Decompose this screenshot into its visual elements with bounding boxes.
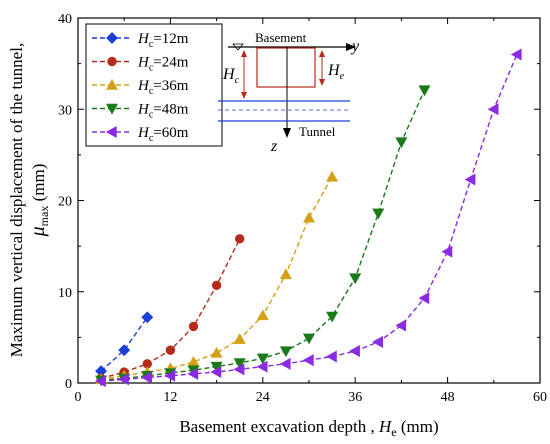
x-tick-label: 12 — [163, 390, 177, 405]
data-point — [302, 211, 316, 223]
series-2 — [96, 234, 245, 384]
x-tick-label: 0 — [75, 390, 82, 405]
data-point — [210, 366, 222, 379]
series-layer — [94, 48, 522, 388]
y-tick-label: 0 — [65, 377, 72, 392]
legend-item: Hc=36m — [92, 78, 189, 97]
data-point — [233, 363, 245, 376]
x-tick-label: 24 — [256, 390, 270, 405]
data-point — [349, 273, 362, 285]
data-point — [165, 345, 176, 355]
data-point — [302, 333, 316, 345]
data-point — [326, 311, 339, 323]
data-point — [164, 369, 176, 382]
legend-marker — [105, 103, 119, 115]
data-point — [395, 319, 407, 332]
data-point — [210, 346, 223, 358]
legend-item: Hc=60m — [92, 125, 189, 144]
data-point — [118, 373, 129, 386]
y-tick-label: 30 — [58, 103, 72, 118]
data-point — [326, 170, 339, 182]
he-label: He — [327, 62, 345, 82]
x-axis-title: Basement excavation depth , He (mm) — [179, 417, 438, 439]
data-point — [418, 85, 431, 97]
data-point — [94, 375, 106, 388]
legend-marker — [106, 32, 118, 44]
axis-titles: Basement excavation depth , He (mm) Maxim… — [7, 43, 439, 439]
data-point — [325, 350, 337, 363]
data-point — [141, 311, 154, 324]
data-point — [279, 268, 292, 280]
series-1 — [95, 311, 154, 378]
legend-marker — [107, 56, 117, 67]
he-arrow-top — [319, 50, 325, 57]
x-tick-label: 60 — [533, 390, 547, 405]
hc-arrow-top — [241, 50, 247, 57]
data-point — [372, 208, 385, 220]
legend-label: Hc=60m — [137, 125, 189, 144]
legend-item: Hc=24m — [92, 55, 189, 74]
data-point — [256, 353, 269, 365]
y-tick-label: 20 — [58, 195, 72, 210]
data-point — [487, 103, 499, 116]
basement-label: Basement — [255, 30, 307, 45]
legend-marker — [105, 125, 117, 139]
legend-label: Hc=24m — [137, 55, 189, 74]
he-arrow-bottom — [319, 79, 325, 86]
data-point — [256, 360, 268, 373]
data-point — [188, 321, 199, 332]
x-tick-label: 36 — [348, 390, 362, 405]
data-point — [118, 344, 131, 357]
hc-arrow-bottom — [241, 92, 247, 99]
data-point — [441, 245, 453, 258]
data-point — [211, 280, 222, 291]
data-point — [464, 173, 476, 186]
y-axis-symbol: μmax (mm) — [27, 164, 51, 238]
inset-diagram: y Basement z Hc He Tunnel — [218, 30, 360, 155]
z-axis-arrow — [283, 128, 291, 138]
legend-marker — [105, 78, 119, 90]
legend: Hc=12m Hc=24m Hc=36m Hc=48m Hc=60m — [85, 23, 223, 147]
data-point — [279, 346, 292, 358]
axes-group: 0 12 24 36 48 60 0 10 20 30 40 — [58, 12, 547, 405]
hc-label: Hc — [222, 66, 240, 86]
data-point — [235, 234, 245, 244]
z-axis-label: z — [270, 138, 278, 155]
legend-item: Hc=48m — [92, 102, 189, 121]
data-point — [233, 358, 246, 370]
data-point — [349, 345, 360, 358]
data-point — [372, 335, 384, 348]
series-3 — [95, 170, 339, 385]
series-5 — [94, 48, 522, 388]
series-line — [100, 316, 148, 372]
tunnel-label: Tunnel — [299, 124, 336, 139]
data-point — [141, 371, 152, 384]
data-point — [418, 292, 430, 305]
legend-label: Hc=48m — [137, 102, 189, 121]
legend-label: Hc=12m — [137, 31, 189, 50]
data-point — [256, 309, 269, 321]
y-axis-title: Maximum vertical displacement of the tun… — [7, 43, 26, 357]
y-tick-label: 10 — [58, 286, 72, 301]
data-point — [187, 367, 199, 380]
y-axis-label: y — [350, 38, 360, 55]
ground-marker — [232, 43, 244, 51]
data-point — [302, 354, 314, 367]
data-point — [395, 137, 408, 149]
legend-label: Hc=36m — [137, 78, 189, 97]
y-tick-label: 40 — [58, 12, 72, 27]
data-point — [279, 357, 291, 370]
basement-box — [256, 47, 316, 88]
y-axis-arrow — [346, 43, 356, 51]
x-tick-label: 48 — [441, 390, 455, 405]
data-point — [510, 48, 522, 61]
data-point — [233, 333, 246, 344]
legend-item: Hc=12m — [92, 31, 189, 50]
data-point — [187, 355, 200, 367]
